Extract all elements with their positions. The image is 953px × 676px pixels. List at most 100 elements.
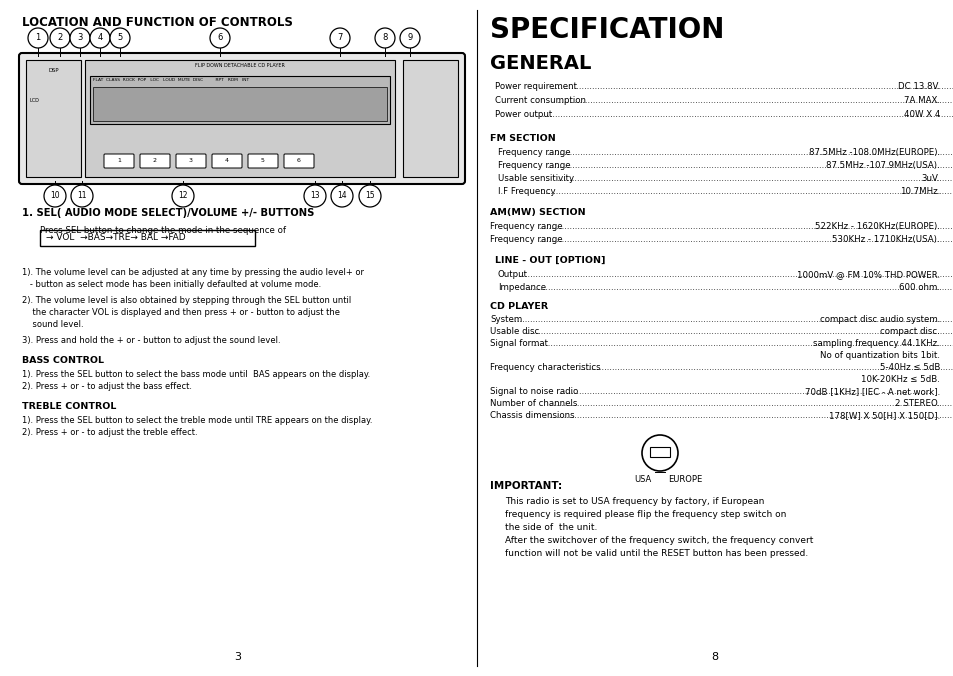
FancyBboxPatch shape — [212, 154, 242, 168]
Text: Frequency characteristics: Frequency characteristics — [490, 363, 600, 372]
Text: 3uV.: 3uV. — [921, 174, 939, 183]
Circle shape — [641, 435, 678, 471]
Text: ................................................................................: ........................................… — [547, 399, 953, 408]
Text: 2 STEREO.: 2 STEREO. — [894, 399, 939, 408]
Text: 3: 3 — [234, 652, 241, 662]
Bar — [92, 87, 387, 121]
Text: 70dB [1KHz] [IEC - A net work].: 70dB [1KHz] [IEC - A net work]. — [804, 387, 939, 396]
Text: ................................................................................: ........................................… — [532, 339, 953, 348]
Text: 2). The volume level is also obtained by stepping through the SEL button until: 2). The volume level is also obtained by… — [22, 296, 351, 305]
Text: ................................................................................: ........................................… — [547, 411, 953, 420]
Bar — [402, 60, 457, 177]
Text: 3: 3 — [77, 34, 83, 43]
Text: ................................................................................: ........................................… — [533, 110, 953, 119]
Text: No of quantization bits 1bit.: No of quantization bits 1bit. — [820, 351, 939, 360]
Text: ................................................................................: ........................................… — [525, 327, 953, 336]
Text: 5: 5 — [261, 158, 265, 164]
Text: 10K-20KHz ≤ 5dB.: 10K-20KHz ≤ 5dB. — [861, 375, 939, 384]
Text: System: System — [490, 315, 521, 324]
Circle shape — [44, 185, 66, 207]
Circle shape — [375, 28, 395, 48]
Text: 14: 14 — [336, 191, 347, 201]
Text: IMPORTANT:: IMPORTANT: — [490, 481, 561, 491]
Text: FM SECTION: FM SECTION — [490, 134, 556, 143]
Text: function will not be valid until the RESET button has been pressed.: function will not be valid until the RES… — [504, 549, 807, 558]
Text: - button as select mode has been initially defaulted at volume mode.: - button as select mode has been initial… — [22, 280, 321, 289]
Text: 178[W] X 50[H] X 150[D].: 178[W] X 50[H] X 150[D]. — [828, 411, 939, 420]
Text: 40W X 4: 40W X 4 — [902, 110, 939, 119]
Text: 10: 10 — [51, 191, 60, 201]
Text: ................................................................................: ........................................… — [556, 96, 953, 105]
FancyBboxPatch shape — [140, 154, 170, 168]
Text: ................................................................................: ........................................… — [546, 161, 953, 170]
Circle shape — [304, 185, 326, 207]
Text: Number of channels: Number of channels — [490, 399, 577, 408]
FancyBboxPatch shape — [284, 154, 314, 168]
Text: FLAT  CLASS  ROCK  POP   LOC   LOUD  MUTE  DISC         RPT   RDM   INT: FLAT CLASS ROCK POP LOC LOUD MUTE DISC R… — [92, 78, 249, 82]
Text: DSP: DSP — [49, 68, 59, 74]
Text: 530KHz - 1710KHz(USA).: 530KHz - 1710KHz(USA). — [832, 235, 939, 244]
Text: Signal to noise radio: Signal to noise radio — [490, 387, 578, 396]
Text: 6: 6 — [217, 34, 222, 43]
Text: After the switchover of the frequency switch, the frequency convert: After the switchover of the frequency sw… — [504, 536, 813, 545]
Text: 1. SEL( AUDIO MODE SELECT)/VOLUME +/- BUTTONS: 1. SEL( AUDIO MODE SELECT)/VOLUME +/- BU… — [22, 208, 314, 218]
Text: 1: 1 — [35, 34, 41, 43]
Circle shape — [28, 28, 48, 48]
Text: Frequency range: Frequency range — [497, 161, 570, 170]
Text: ................................................................................: ........................................… — [526, 283, 953, 292]
Text: ................................................................................: ........................................… — [556, 174, 953, 183]
Circle shape — [50, 28, 70, 48]
Text: SPECIFICATION: SPECIFICATION — [490, 16, 723, 44]
Text: LCD: LCD — [30, 99, 40, 103]
Text: 7A MAX.: 7A MAX. — [903, 96, 939, 105]
Text: → VOL  →BAS→TRE→ BAL →FAD: → VOL →BAS→TRE→ BAL →FAD — [46, 233, 186, 243]
Text: Usable disc: Usable disc — [490, 327, 538, 336]
Text: ................................................................................: ........................................… — [537, 235, 953, 244]
Text: 10.7MHz.: 10.7MHz. — [899, 187, 939, 196]
Text: 87.5MHz -107.9MHz(USA).: 87.5MHz -107.9MHz(USA). — [825, 161, 939, 170]
Text: ................................................................................: ........................................… — [517, 270, 953, 279]
Text: compact disc audio system.: compact disc audio system. — [819, 315, 939, 324]
Text: Frequency range: Frequency range — [490, 235, 562, 244]
Circle shape — [331, 185, 353, 207]
Bar — [26, 60, 81, 177]
Bar — [649, 447, 669, 457]
Text: 9: 9 — [407, 34, 413, 43]
Text: CD PLAYER: CD PLAYER — [490, 302, 548, 311]
Text: AM(MW) SECTION: AM(MW) SECTION — [490, 208, 585, 217]
Text: 3: 3 — [189, 158, 193, 164]
Circle shape — [70, 28, 90, 48]
Text: EUROPE: EUROPE — [667, 475, 701, 484]
Text: Frequency range: Frequency range — [497, 148, 570, 157]
Text: 1). Press the SEL button to select the bass mode until  BAS appears on the displ: 1). Press the SEL button to select the b… — [22, 370, 370, 379]
Text: TREBLE CONTROL: TREBLE CONTROL — [22, 402, 116, 411]
Text: 4: 4 — [225, 158, 229, 164]
Text: 1). The volume level can be adjusted at any time by pressing the audio level+ or: 1). The volume level can be adjusted at … — [22, 268, 364, 277]
Circle shape — [172, 185, 193, 207]
Circle shape — [210, 28, 230, 48]
Text: sound level.: sound level. — [22, 320, 84, 329]
Circle shape — [358, 185, 380, 207]
Text: DC 13.8V.: DC 13.8V. — [897, 82, 939, 91]
Text: 11: 11 — [77, 191, 87, 201]
Text: 15: 15 — [365, 191, 375, 201]
Bar — [90, 76, 390, 124]
Text: Signal format: Signal format — [490, 339, 547, 348]
Text: 522KHz - 1620KHz(EUROPE).: 522KHz - 1620KHz(EUROPE). — [814, 222, 939, 231]
Text: Press SEL button to change the mode in the sequence of: Press SEL button to change the mode in t… — [40, 226, 286, 235]
Text: 87.5MHz -108.0MHz(EUROPE).: 87.5MHz -108.0MHz(EUROPE). — [808, 148, 939, 157]
Circle shape — [399, 28, 419, 48]
Text: Power requirement: Power requirement — [495, 82, 577, 91]
Text: 5-40Hz ≤ 5dB: 5-40Hz ≤ 5dB — [879, 363, 939, 372]
Text: Usable sensitivity: Usable sensitivity — [497, 174, 574, 183]
Circle shape — [90, 28, 110, 48]
Circle shape — [330, 28, 350, 48]
Text: 600 ohm.: 600 ohm. — [898, 283, 939, 292]
Text: 5: 5 — [117, 34, 123, 43]
Text: ................................................................................: ........................................… — [509, 315, 953, 324]
Text: compact disc.: compact disc. — [880, 327, 939, 336]
Text: sampling frequency 44.1KHz.: sampling frequency 44.1KHz. — [812, 339, 939, 348]
Text: 8: 8 — [711, 652, 718, 662]
Text: LOCATION AND FUNCTION OF CONTROLS: LOCATION AND FUNCTION OF CONTROLS — [22, 16, 293, 29]
Text: LINE - OUT [OPTION]: LINE - OUT [OPTION] — [495, 256, 605, 265]
